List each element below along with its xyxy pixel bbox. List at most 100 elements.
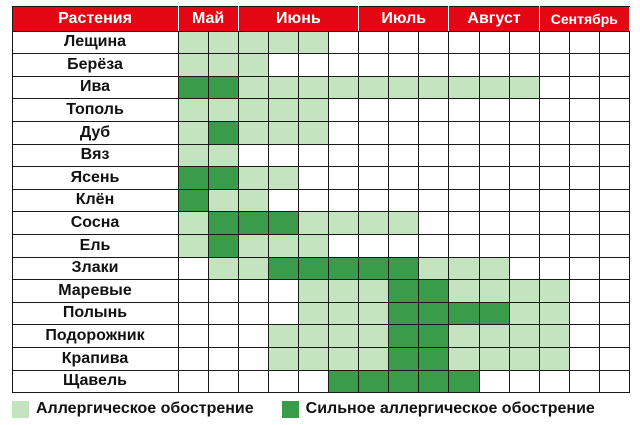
cell-r2-c11 [479,53,510,77]
cell-r16-c2 [208,370,239,393]
cell-r13-c11 [479,302,510,325]
plant-name-6: Вяз [80,146,110,164]
cell-r12-c8 [388,279,419,303]
cell-r1-c3 [238,31,269,54]
cell-r4-c14 [569,98,600,122]
cell-r5-c14 [569,121,600,144]
cell-r2-c5 [298,53,329,77]
cell-r12-c2 [208,279,239,303]
cell-r11-c2 [208,257,239,280]
cell-r1-c6 [328,31,359,54]
cell-r6-c14 [569,144,600,167]
cell-r15-c10 [448,347,479,370]
grid-line-h [12,369,630,371]
cell-r4-c13 [539,98,570,122]
cell-r12-c10 [448,279,479,303]
grid-line-h [12,98,630,100]
cell-r13-c3 [238,302,269,325]
cell-r8-c7 [358,189,389,212]
cell-r9-c3 [238,211,269,235]
cell-r8-c10 [448,189,479,212]
cell-r2-c9 [418,53,449,77]
cell-r1-c2 [208,31,239,54]
cell-r5-c7 [358,121,389,144]
cell-r8-c12 [509,189,540,212]
cell-r3-c2 [208,76,239,99]
cell-r7-c2 [208,166,239,190]
cell-r14-c13 [539,324,570,348]
cell-r10-c2 [208,234,239,257]
cell-r13-c10 [448,302,479,325]
cell-r5-c12 [509,121,540,144]
cell-r5-c2 [208,121,239,144]
cell-r12-c9 [418,279,449,303]
cell-r16-c1 [178,370,209,393]
grid-line-h [12,143,630,145]
cell-r12-c13 [539,279,570,303]
grid-line-v [267,31,269,393]
grid-line-v [237,31,239,393]
cell-r7-c1 [178,166,209,190]
cell-r13-c12 [509,302,540,325]
cell-r11-c11 [479,257,510,280]
grid-line-h [12,211,630,213]
cell-r14-c15 [599,324,630,348]
cell-r16-c7 [358,370,389,393]
cell-r5-c13 [539,121,570,144]
legend-item-strong: Сильное аллергическое обострение [281,400,595,418]
plant-name-13: Полынь [62,304,128,322]
cell-r14-c8 [388,324,419,348]
legend-item-mild: Аллергическое обострение [12,400,254,418]
plant-name-1: Лещина [63,33,127,51]
cell-r2-c8 [388,53,419,77]
cell-r4-c15 [599,98,630,122]
cell-r3-c15 [599,76,630,99]
grid-line-v [177,6,179,31]
cell-r13-c9 [418,302,449,325]
legend: Аллергическое обострение Сильное аллерги… [12,398,632,420]
cell-r16-c9 [418,370,449,393]
plant-name-16: Щавель [63,372,127,390]
cell-r4-c2 [208,98,239,122]
cell-r15-c1 [178,347,209,370]
cell-r12-c3 [238,279,269,303]
cell-r4-c6 [328,98,359,122]
cell-r8-c5 [298,189,329,212]
cell-r6-c6 [328,144,359,167]
grid-line-v [388,31,390,393]
cell-r12-c1 [178,279,209,303]
cell-r6-c10 [448,144,479,167]
grid-line-v [12,6,13,393]
cell-r9-c4 [268,211,299,235]
grid-line-h [12,301,630,303]
grid-line-v [418,31,420,393]
grid-line-h [12,324,630,326]
cell-r6-c2 [208,144,239,167]
cell-r2-c14 [569,53,600,77]
grid-line-h [12,120,630,122]
cell-r10-c9 [418,234,449,257]
cell-r14-c1 [178,324,209,348]
plant-name-10: Ель [79,236,111,254]
cell-r9-c2 [208,211,239,235]
cell-r2-c3 [238,53,269,77]
cell-r3-c13 [539,76,570,99]
cell-r2-c15 [599,53,630,77]
cell-r2-c1 [178,53,209,77]
cell-r4-c1 [178,98,209,122]
cell-r12-c11 [479,279,510,303]
cell-r11-c10 [448,257,479,280]
grid-line-h [12,166,630,168]
cell-r2-c2 [208,53,239,77]
cell-r6-c15 [599,144,630,167]
legend-label-mild: Аллергическое обострение [36,400,254,417]
cell-r8-c11 [479,189,510,212]
cell-r4-c3 [238,98,269,122]
cell-r11-c9 [418,257,449,280]
cell-r7-c4 [268,166,299,190]
header-month-5: Сентябрь [539,6,630,31]
cell-r3-c8 [388,76,419,99]
cell-r1-c8 [388,31,419,54]
cell-r7-c6 [328,166,359,190]
cell-r4-c12 [509,98,540,122]
